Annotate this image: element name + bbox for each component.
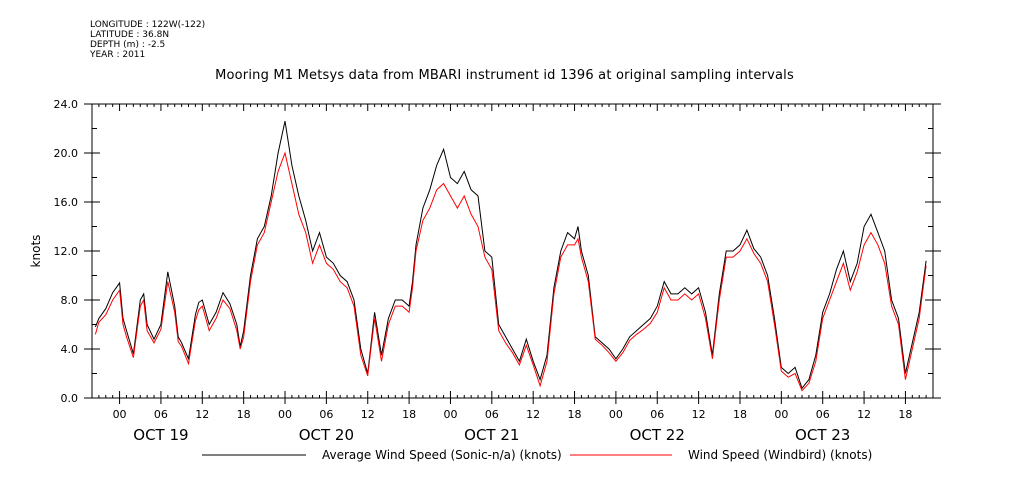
x-tick-label: 00 — [609, 408, 623, 421]
y-tick-label: 20.0 — [54, 147, 79, 160]
day-label: OCT 19 — [133, 426, 188, 444]
x-tick-label: 06 — [650, 408, 664, 421]
x-tick-label: 00 — [278, 408, 292, 421]
x-tick-label: 12 — [526, 408, 540, 421]
x-tick-label: 18 — [568, 408, 582, 421]
x-tick-label: 18 — [402, 408, 416, 421]
metadata-block: LONGITUDE : 122W(-122) LATITUDE : 36.8N … — [90, 20, 205, 60]
day-label: OCT 22 — [630, 426, 685, 444]
y-tick-label: 0.0 — [61, 392, 79, 405]
y-tick-label: 12.0 — [54, 245, 79, 258]
x-tick-label: 06 — [154, 408, 168, 421]
y-axis-label: knots — [29, 235, 43, 268]
y-tick-label: 4.0 — [61, 343, 79, 356]
x-tick-label: 12 — [195, 408, 209, 421]
legend-label: Wind Speed (Windbird) (knots) — [688, 448, 872, 462]
series-line-average-wind-speed — [94, 120, 927, 390]
y-tick-label: 8.0 — [61, 294, 79, 307]
x-tick-label: 12 — [857, 408, 871, 421]
y-tick-label: 16.0 — [54, 196, 79, 209]
x-tick-label: 12 — [692, 408, 706, 421]
series-line-windbird — [94, 151, 927, 392]
depth-label: DEPTH (m) : -2.5 — [90, 40, 166, 50]
x-tick-label: 18 — [733, 408, 747, 421]
day-label: OCT 23 — [795, 426, 850, 444]
x-tick-label: 18 — [237, 408, 251, 421]
x-tick-label: 00 — [774, 408, 788, 421]
day-label: OCT 21 — [464, 426, 519, 444]
year-label: YEAR : 2011 — [90, 50, 146, 60]
x-tick-label: 00 — [443, 408, 457, 421]
plot-frame — [91, 103, 934, 399]
y-tick-label: 24.0 — [54, 98, 79, 111]
x-tick-label: 06 — [319, 408, 333, 421]
x-tick-label: 00 — [113, 408, 127, 421]
x-tick-label: 06 — [816, 408, 830, 421]
chart-title: Mooring M1 Metsys data from MBARI instru… — [215, 68, 794, 83]
day-label: OCT 20 — [299, 426, 354, 444]
legend-label: Average Wind Speed (Sonic-n/a) (knots) — [322, 448, 562, 462]
x-tick-label: 18 — [898, 408, 912, 421]
latitude-label: LATITUDE : 36.8N — [90, 30, 170, 40]
x-tick-label: 06 — [485, 408, 499, 421]
longitude-label: LONGITUDE : 122W(-122) — [90, 20, 206, 30]
x-tick-label: 12 — [361, 408, 375, 421]
